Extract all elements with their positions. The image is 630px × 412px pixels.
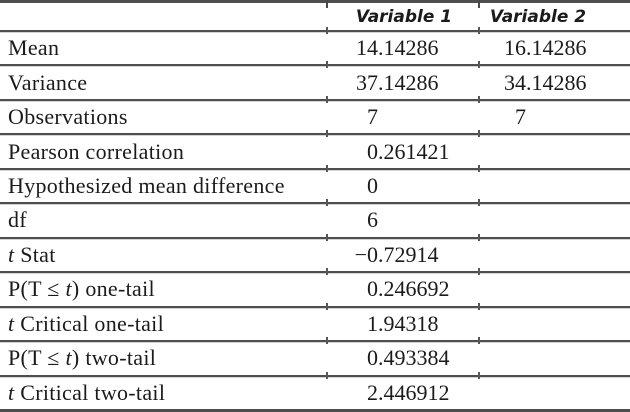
row-label-part: Variance (8, 69, 88, 95)
table-row: Observations 7 7 (0, 101, 630, 138)
value-variable-1: 0.246692 (328, 276, 480, 302)
value-integer-part: 0 (367, 276, 378, 302)
row-label: Hypothesized mean difference (0, 173, 328, 199)
table-header-row: Variable 1 Variable 2 (0, 3, 630, 34)
table-row: t Critical one-tail 1.94318 (0, 308, 630, 345)
row-label: Pearson correlation (0, 139, 328, 165)
value-integer-part: 7 (367, 104, 378, 130)
row-label: P(T ≤ t) one-tail (0, 276, 328, 302)
row-label-part: Observations (8, 104, 128, 130)
value-integer-part: 37 (356, 69, 378, 95)
value-fraction-part: .14286 (378, 35, 439, 61)
value-variable-1: 2.446912 (328, 380, 480, 406)
value-variable-1: 7 (328, 104, 480, 130)
table-row: P(T ≤ t) one-tail 0.246692 (0, 273, 630, 311)
value-fraction-part: .261421 (378, 138, 450, 164)
row-label-part: P(T ≤ (8, 345, 66, 371)
value-integer-part: 0 (367, 345, 378, 371)
row-label: Observations (0, 104, 328, 130)
value-integer-part: 6 (367, 207, 378, 233)
row-label: P(T ≤ t) two-tail (0, 345, 328, 371)
value-integer-part: −0 (354, 241, 378, 267)
value-integer-part: 2 (367, 379, 378, 405)
row-label: t Critical two-tail (0, 380, 328, 406)
value-fraction-part: .246692 (378, 276, 450, 302)
value-fraction-part: .14286 (378, 69, 439, 95)
value-variable-2: 7 (480, 104, 630, 130)
row-label-part: t (8, 241, 15, 267)
value-integer-part: 1 (367, 310, 378, 336)
table-row: t Critical two-tail 2.446912 (0, 377, 630, 409)
table-row: Mean 14.14286 16.14286 (0, 32, 630, 69)
row-label-part: df (8, 207, 27, 233)
value-variable-2: 16.14286 (480, 35, 630, 61)
value-fraction-part: .14286 (526, 35, 587, 61)
header-variable-2: Variable 2 (489, 6, 587, 27)
value-integer-part: 16 (504, 35, 526, 61)
row-label: df (0, 207, 328, 233)
row-label-part: ) one-tail (71, 276, 155, 302)
value-variable-2: 34.14286 (480, 70, 630, 96)
header-variable-1: Variable 1 (355, 6, 453, 27)
row-label-part: t (65, 276, 72, 302)
value-integer-part: 0 (367, 173, 378, 199)
value-fraction-part: .446912 (378, 379, 450, 405)
value-integer-part: 34 (504, 69, 526, 95)
row-label: Variance (0, 70, 328, 96)
row-label-part: t (8, 379, 15, 405)
value-fraction-part: .94318 (378, 310, 439, 336)
value-variable-1: 14.14286 (328, 35, 480, 61)
row-label-part: Critical two-tail (14, 379, 166, 405)
value-variable-1: −0.72914 (328, 242, 480, 268)
value-integer-part: 0 (367, 138, 378, 164)
row-label-part: Critical one-tail (14, 310, 164, 336)
value-fraction-part: .14286 (526, 69, 587, 95)
value-variable-1: 6 (328, 207, 480, 233)
row-label-part: Hypothesized mean difference (8, 173, 285, 199)
value-variable-1: 0.493384 (328, 345, 480, 371)
value-variable-1: 0.261421 (328, 139, 480, 165)
row-label-part: ) two-tail (71, 345, 157, 371)
row-label-part: Mean (8, 35, 60, 61)
value-integer-part: 14 (356, 35, 378, 61)
table-row: Variance 37.14286 34.14286 (0, 66, 630, 104)
value-variable-1: 37.14286 (328, 70, 480, 96)
row-label-part: Stat (14, 241, 56, 267)
value-fraction-part: .493384 (378, 345, 450, 371)
table-row: P(T ≤ t) two-tail 0.493384 (0, 342, 630, 380)
row-label-part: t (65, 345, 72, 371)
table-row: Hypothesized mean difference 0 (0, 170, 630, 207)
value-fraction-part: .72914 (378, 241, 439, 267)
table-row: Pearson correlation 0.261421 (0, 135, 630, 173)
row-label-part: t (8, 310, 15, 336)
row-label: Mean (0, 35, 328, 61)
table-row: t Stat −0.72914 (0, 239, 630, 276)
row-label: t Stat (0, 242, 328, 268)
row-label: t Critical one-tail (0, 311, 328, 337)
value-variable-1: 0 (328, 173, 480, 199)
row-label-part: Pearson correlation (8, 138, 185, 164)
table-row: df 6 (0, 204, 630, 242)
value-integer-part: 7 (515, 104, 526, 130)
value-variable-1: 1.94318 (328, 311, 480, 337)
row-label-part: P(T ≤ (8, 276, 66, 302)
